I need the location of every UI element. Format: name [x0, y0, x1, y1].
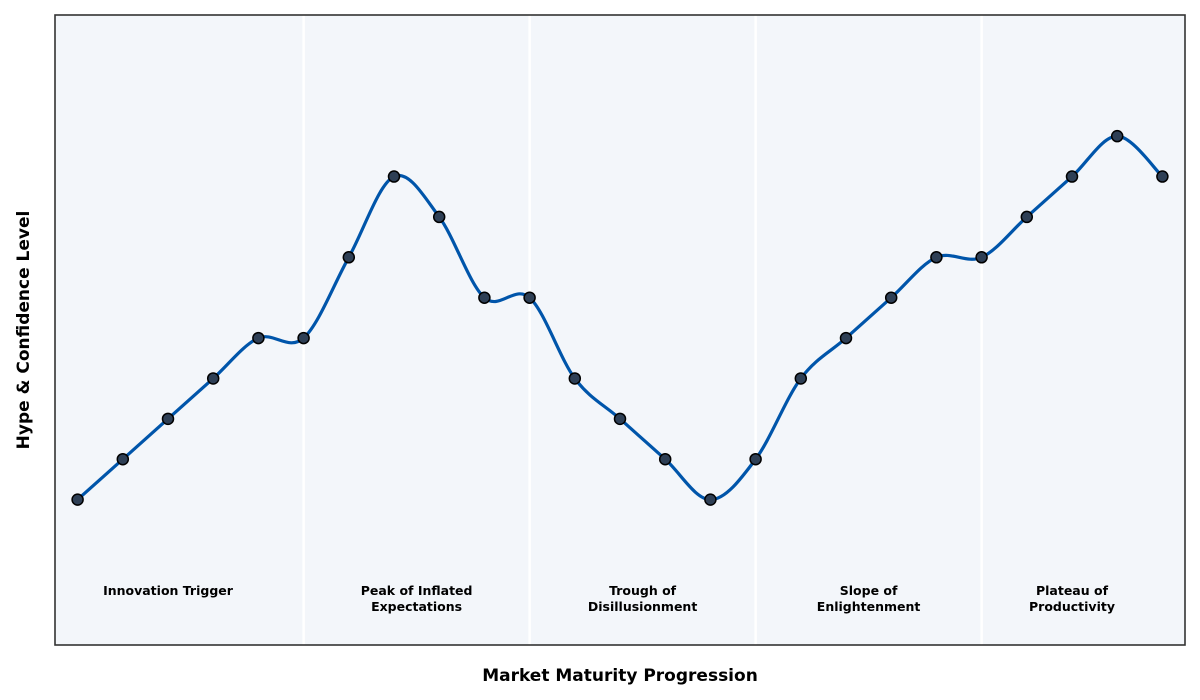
data-point	[478, 291, 491, 304]
data-point	[116, 452, 130, 466]
phase-labels: Innovation Trigger Peak of Inflated Expect…	[103, 583, 1115, 614]
data-point	[568, 372, 582, 385]
phase-label: Innovation Trigger	[103, 583, 234, 598]
phase-label: Slope of Enlightenment	[817, 583, 921, 614]
data-point	[975, 251, 988, 264]
data-point	[749, 452, 762, 466]
data-point	[71, 493, 84, 506]
data-point	[387, 170, 401, 183]
data-point	[1156, 170, 1169, 183]
data-point	[1065, 170, 1079, 183]
x-axis-title: Market Maturity Progression	[482, 666, 758, 686]
plot-frame	[54, 14, 1186, 646]
phase-label: Trough of Disillusionment	[588, 583, 697, 614]
data-point	[613, 412, 627, 426]
data-point	[794, 372, 808, 385]
data-points	[71, 129, 1169, 506]
phase-dividers	[302, 15, 983, 645]
data-point	[839, 331, 853, 345]
data-point	[342, 251, 356, 264]
data-point	[1020, 210, 1034, 224]
data-point	[1110, 129, 1124, 143]
phase-label: Plateau of Productivity	[1029, 583, 1115, 614]
data-point	[523, 291, 536, 304]
data-point	[884, 291, 898, 304]
data-point	[252, 331, 265, 345]
data-point	[161, 412, 175, 426]
data-point	[297, 331, 310, 345]
data-point	[432, 210, 446, 224]
data-point	[704, 493, 717, 506]
y-axis-title: Hype & Confidence Level	[14, 211, 34, 450]
plot-background	[55, 15, 1185, 645]
phase-label: Peak of Inflated Expectations	[361, 583, 473, 614]
data-point	[930, 251, 943, 264]
data-point	[206, 372, 220, 385]
data-point	[658, 452, 672, 466]
